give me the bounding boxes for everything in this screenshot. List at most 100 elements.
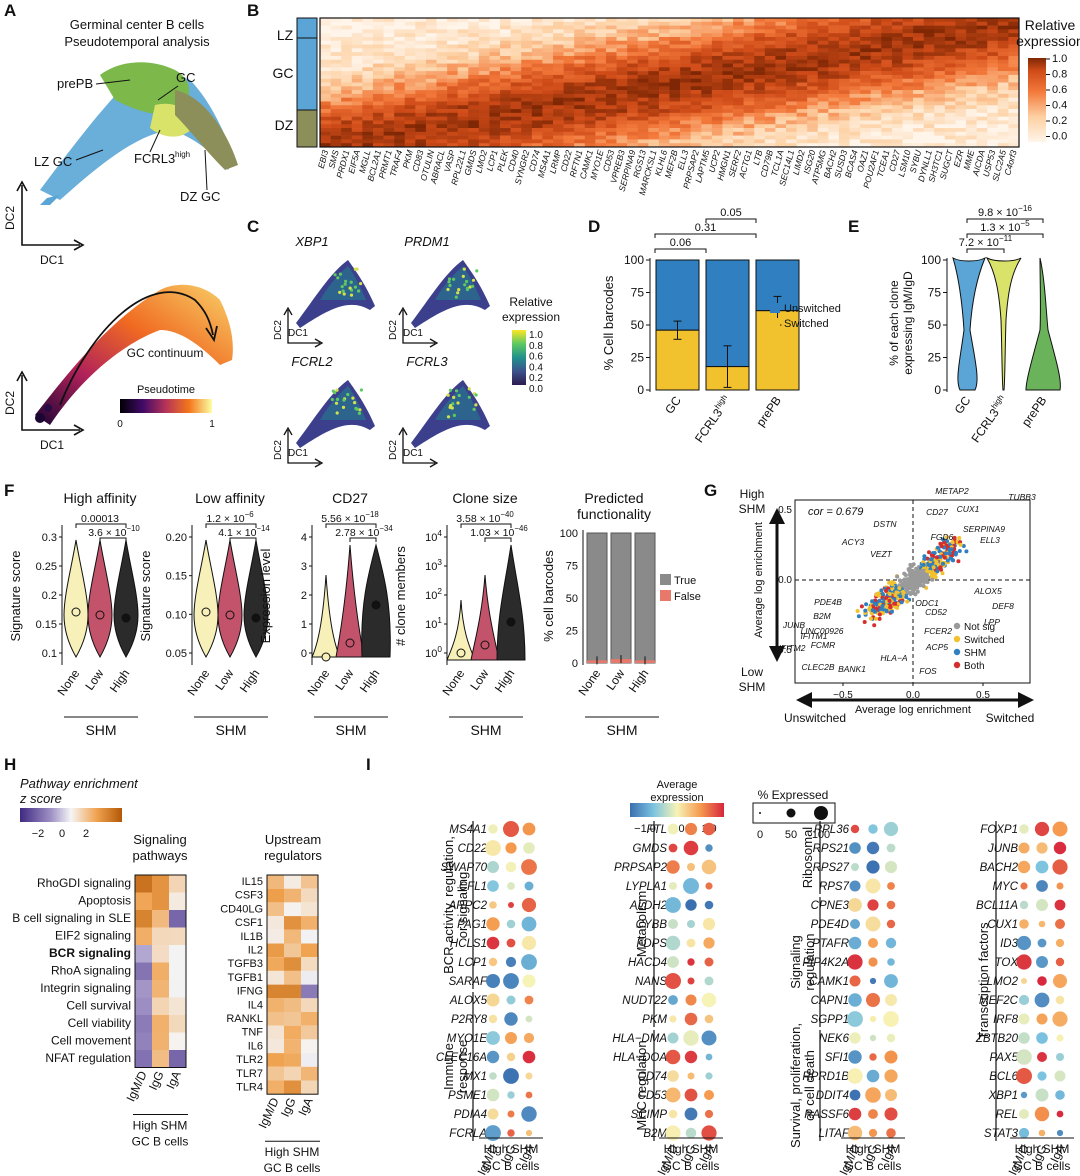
heatmap-cell xyxy=(891,128,903,133)
panel-i-dot xyxy=(486,993,500,1007)
panel-h-upstream-11: TNF xyxy=(242,1027,264,1039)
heatmap-cell xyxy=(404,63,416,68)
umap-point xyxy=(457,288,461,292)
panel-i-gene-ftl: FTL xyxy=(647,824,667,836)
panel-i-dot xyxy=(848,936,862,950)
umap-point xyxy=(338,290,342,294)
heatmap-cell xyxy=(966,90,977,95)
heatmap-cell xyxy=(510,71,522,76)
heatmap-cell xyxy=(754,86,766,91)
panel-i-dot xyxy=(705,1053,713,1061)
heatmap-cell xyxy=(595,44,607,49)
heatmap-cell xyxy=(394,120,406,125)
panel-g-gene-b2m: B2M xyxy=(813,611,831,621)
heatmap-cell xyxy=(934,59,946,64)
umap-point xyxy=(357,411,361,415)
heatmap-cell xyxy=(786,101,797,106)
panel-i-gene-rps27: RPS27 xyxy=(813,862,850,874)
bar-unswitched-0 xyxy=(655,259,700,331)
heatmap-cell xyxy=(637,128,649,133)
heatmap-cell xyxy=(669,63,681,68)
heatmap-cell xyxy=(457,116,469,121)
heatmap-cell xyxy=(1008,135,1020,140)
heatmap-cell xyxy=(489,109,501,114)
panel-i-dot xyxy=(665,1049,681,1065)
heatmap-cell xyxy=(404,55,416,61)
heatmap-cell xyxy=(330,128,342,133)
heatmap-cell xyxy=(404,21,416,26)
heatmap-cell xyxy=(351,101,363,106)
heatmap-cell xyxy=(733,112,744,117)
umap-point xyxy=(454,389,459,393)
heatmap-cell xyxy=(881,44,893,49)
heatmap-cell xyxy=(489,86,501,91)
heatmap-cell xyxy=(966,33,977,38)
heatmap-cell xyxy=(425,59,437,64)
panel-d-bracket xyxy=(705,218,757,223)
heatmap-cell xyxy=(860,120,872,125)
heatmap-cell xyxy=(775,63,787,68)
heatmap-cell xyxy=(849,33,861,38)
panel-i-dot xyxy=(1055,919,1065,929)
panel-i-pct-title: % Expressed xyxy=(758,788,829,802)
heatmap-cell xyxy=(553,29,564,34)
heatmap-cell xyxy=(733,131,744,136)
heatmap-cell xyxy=(330,93,342,98)
heatmap-cell xyxy=(542,48,554,53)
heatmap-cell xyxy=(362,124,374,129)
panel-h-upstream-15: TLR4 xyxy=(236,1082,263,1094)
heatmap-cell xyxy=(341,36,353,42)
heatmap-cell xyxy=(372,55,384,61)
panel-i-group-label-1: Transcription factors xyxy=(976,922,991,1040)
heatmap-cell xyxy=(584,59,596,64)
heatmap-cell xyxy=(997,105,1009,110)
panel-g-point xyxy=(952,535,957,540)
heatmap-cell xyxy=(828,63,840,68)
heatmap-cell xyxy=(404,48,416,53)
panel-h-cell xyxy=(135,927,152,945)
heatmap-cell xyxy=(658,143,670,148)
umap-point xyxy=(457,393,461,398)
heatmap-cell xyxy=(394,101,406,106)
heatmap-cell xyxy=(658,36,670,42)
heatmap-cell xyxy=(468,82,480,87)
heatmap-cell xyxy=(531,109,543,114)
panel-g-legend-dot-0 xyxy=(953,622,961,630)
heatmap-cell xyxy=(648,33,660,38)
panel-f-mean-point xyxy=(506,617,516,627)
heatmap-cell xyxy=(489,52,501,57)
heatmap-cell xyxy=(563,71,575,76)
panel-i-dot xyxy=(1053,841,1067,855)
heatmap-cell xyxy=(468,135,480,140)
heatmap-cell xyxy=(584,18,596,23)
heatmap-cell xyxy=(415,44,427,49)
heatmap-cell xyxy=(976,135,988,140)
heatmap-cell xyxy=(436,71,448,76)
heatmap-cell xyxy=(775,33,787,38)
heatmap-cell xyxy=(320,33,331,38)
panel-i-dot xyxy=(1052,821,1068,837)
panel-d-legend-swatch-0 xyxy=(770,303,780,313)
heatmap-cell xyxy=(500,36,511,42)
umap-point xyxy=(330,397,334,402)
heatmap-cell xyxy=(425,48,437,53)
heatmap-cell xyxy=(542,124,554,129)
heatmap-cell xyxy=(754,55,766,61)
panel-g-point xyxy=(904,595,909,599)
panel-d-bracket xyxy=(654,233,757,238)
heatmap-cell xyxy=(891,86,903,91)
panel-i-pct-box xyxy=(752,802,836,824)
heatmap-cell xyxy=(478,25,490,30)
heatmap-cell xyxy=(775,139,787,144)
heatmap-cell xyxy=(934,143,946,148)
heatmap-cell xyxy=(849,21,861,26)
heatmap-cell xyxy=(542,44,554,49)
panel-d-legend-label-1: Switched xyxy=(784,318,829,330)
heatmap-cell xyxy=(478,139,490,144)
panel-i-dot xyxy=(486,1031,500,1045)
heatmap-cell xyxy=(605,59,617,64)
heatmap-cell xyxy=(849,139,861,144)
heatmap-cell xyxy=(605,63,617,68)
heatmap-cell xyxy=(764,131,776,136)
heatmap-cell xyxy=(976,120,988,125)
